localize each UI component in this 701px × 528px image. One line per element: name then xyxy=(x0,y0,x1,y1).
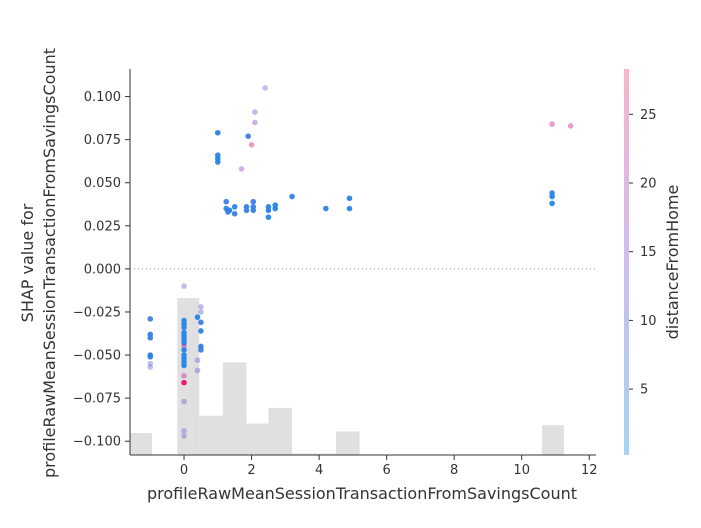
data-point xyxy=(226,207,233,214)
histogram-bar xyxy=(246,423,269,455)
colorbar-tick-label: 5 xyxy=(640,383,648,398)
x-tick-label: 8 xyxy=(450,463,458,478)
data-point xyxy=(181,398,187,405)
data-point xyxy=(198,309,204,315)
histogram-bar xyxy=(541,425,564,455)
data-point xyxy=(181,324,187,331)
data-point xyxy=(243,207,250,214)
y-tick-label: −0.050 xyxy=(73,349,121,364)
colorbar-tick-label: 15 xyxy=(640,245,657,260)
data-point xyxy=(231,210,238,217)
data-point xyxy=(549,121,555,127)
data-point xyxy=(198,319,204,326)
colorbar-label: distanceFromHome xyxy=(663,185,682,340)
colorbar xyxy=(624,69,629,455)
y-tick-label: −0.025 xyxy=(73,305,121,320)
data-point xyxy=(549,193,555,200)
data-point xyxy=(567,123,574,129)
y-tick-label: 0.100 xyxy=(84,90,121,105)
data-point xyxy=(198,328,204,334)
data-point xyxy=(181,347,187,353)
colorbar-tick-label: 20 xyxy=(640,177,657,192)
x-tick-label: 2 xyxy=(247,463,255,478)
x-tick-label: 0 xyxy=(180,463,188,478)
histogram-bar xyxy=(268,407,293,455)
x-tick-label: 10 xyxy=(513,463,530,478)
histogram-bar xyxy=(199,415,223,455)
histogram xyxy=(130,298,564,455)
colorbar-tick-label: 25 xyxy=(640,108,657,123)
data-point xyxy=(245,133,251,140)
data-point xyxy=(181,362,187,369)
data-point xyxy=(250,198,257,205)
histogram-bar xyxy=(292,453,315,455)
data-point xyxy=(194,367,201,374)
colorbar-tick-label: 10 xyxy=(640,314,657,329)
y-tick-label: 0.000 xyxy=(84,262,121,277)
data-point xyxy=(181,428,187,434)
data-point xyxy=(214,129,221,136)
colorbar-ticks: 5 10 15 20 25 xyxy=(629,108,657,398)
data-point xyxy=(231,204,238,210)
y-axis-label-line1: SHAP value for xyxy=(18,203,37,322)
data-point xyxy=(265,207,272,214)
x-tick-label: 6 xyxy=(382,463,390,478)
data-point xyxy=(181,433,187,439)
data-point xyxy=(198,347,204,353)
data-point xyxy=(272,205,279,212)
data-point xyxy=(181,379,187,386)
data-point xyxy=(252,119,258,126)
y-tick-label: 0.050 xyxy=(84,176,121,191)
data-point xyxy=(147,364,154,370)
data-point xyxy=(147,353,154,360)
data-point xyxy=(238,166,245,172)
data-point xyxy=(223,198,230,205)
data-point xyxy=(214,159,221,165)
y-tick-label: −0.075 xyxy=(73,392,121,407)
scatter-points xyxy=(147,85,574,439)
data-point xyxy=(323,205,329,212)
data-point xyxy=(181,283,187,289)
data-point xyxy=(265,214,272,220)
x-axis-label: profileRawMeanSessionTransactionFromSavi… xyxy=(147,484,577,503)
tick-labels: 0 2 4 6 8 10 12 −0.100 −0.075 −0.050 −0.025 0.000 0.… xyxy=(73,90,598,478)
data-point xyxy=(181,340,187,346)
data-point xyxy=(198,304,204,310)
y-tick-label: 0.025 xyxy=(84,219,121,234)
data-point xyxy=(181,372,187,379)
data-point xyxy=(262,85,268,91)
histogram-bar xyxy=(130,433,152,455)
y-tick-label: −0.100 xyxy=(73,435,121,450)
histogram-bar xyxy=(335,431,360,455)
data-point xyxy=(549,200,555,207)
data-point xyxy=(289,193,295,200)
histogram-bar xyxy=(314,453,336,455)
data-point xyxy=(147,335,154,341)
axes xyxy=(129,69,596,456)
data-point xyxy=(147,316,154,322)
x-tick-label: 12 xyxy=(581,463,598,478)
x-tick-label: 4 xyxy=(315,463,323,478)
histogram-bar xyxy=(177,298,200,455)
data-point xyxy=(252,109,258,115)
data-point xyxy=(248,142,255,148)
data-point xyxy=(346,205,353,212)
histogram-bar xyxy=(222,362,247,455)
data-point xyxy=(147,360,154,367)
y-tick-label: 0.075 xyxy=(84,133,121,148)
data-point xyxy=(194,357,201,364)
data-point xyxy=(346,195,353,202)
data-point xyxy=(250,207,257,214)
data-point xyxy=(194,314,201,320)
y-axis-label-line2: profileRawMeanSessionTransactionFromSavi… xyxy=(40,48,59,478)
